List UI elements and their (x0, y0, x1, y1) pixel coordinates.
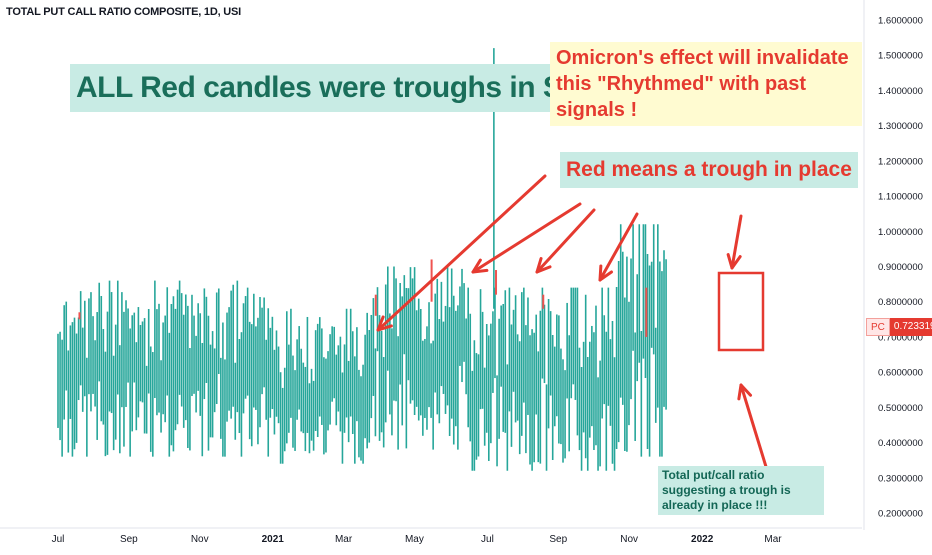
annotation-arrow-head (535, 257, 552, 274)
x-tick-label: Jul (481, 534, 494, 545)
annotation-suggestion: Total put/call ratio suggesting a trough… (658, 466, 824, 515)
x-tick-label: May (405, 534, 424, 545)
annotation-red-means: Red means a trough in place (560, 152, 858, 188)
y-tick-label: 0.5000000 (878, 403, 923, 414)
annotation-arrow (471, 202, 582, 274)
y-tick-label: 1.3000000 (878, 121, 923, 132)
x-tick-label: Mar (335, 534, 353, 545)
x-tick-label: Sep (549, 534, 567, 545)
annotation-arrow-head (726, 253, 742, 270)
x-tick-label: Jul (52, 534, 65, 545)
y-axis: 1.6000000 1.5000000 1.4000000 1.3000000 1.20… (863, 0, 923, 530)
y-tick-label: 1.5000000 (878, 51, 923, 62)
annotation-arrow (376, 174, 547, 332)
y-tick-label: 1.0000000 (878, 227, 923, 238)
annotation-main: ALL Red candles were troughs in SPX (70, 64, 608, 112)
y-tick-label: 0.6000000 (878, 368, 923, 379)
y-tick-label: 1.2000000 (878, 156, 923, 167)
annotation-arrow-head (471, 258, 489, 274)
price-tag-value: 0.7233190 (889, 318, 932, 336)
highlight-box (717, 271, 765, 352)
x-tick-label: Mar (764, 534, 782, 545)
annotation-arrows (376, 174, 769, 472)
y-tick-label: 1.1000000 (878, 192, 923, 203)
x-tick-label: Sep (120, 534, 138, 545)
chart-title: TOTAL PUT CALL RATIO COMPOSITE, 1D, USI (6, 6, 242, 18)
y-tick-label: 0.9000000 (878, 262, 923, 273)
x-tick-label: Nov (191, 534, 209, 545)
y-tick-label: 1.6000000 (878, 16, 923, 27)
price-tag-symbol: PC (866, 318, 890, 336)
y-tick-label: 0.4000000 (878, 438, 923, 449)
x-tick-label: 2021 (262, 534, 285, 545)
annotation-omicron: Omicron's effect will invalidate this "R… (550, 42, 862, 126)
bars (57, 48, 667, 471)
annotation-arrow (739, 383, 769, 472)
price-tag: PC 0.7233190 (866, 318, 932, 336)
x-tick-label: Nov (620, 534, 638, 545)
annotation-arrow-head (598, 264, 613, 282)
y-tick-label: 0.8000000 (878, 297, 923, 308)
x-tick-label: 2022 (691, 534, 714, 545)
y-tick-label: 0.7000000 (878, 332, 923, 343)
annotation-arrow (535, 208, 596, 274)
annotation-arrow (598, 212, 639, 282)
y-tick-label: 0.3000000 (878, 473, 923, 484)
annotation-arrow-head (737, 383, 753, 401)
annotation-arrow (730, 214, 743, 270)
x-axis: Jul Sep Nov 2021 Mar May Jul Sep Nov 2022 Mar (0, 527, 862, 545)
y-tick-label: 0.2000000 (878, 509, 923, 520)
annotation-arrow-head (376, 315, 393, 332)
y-tick-label: 1.4000000 (878, 86, 923, 97)
